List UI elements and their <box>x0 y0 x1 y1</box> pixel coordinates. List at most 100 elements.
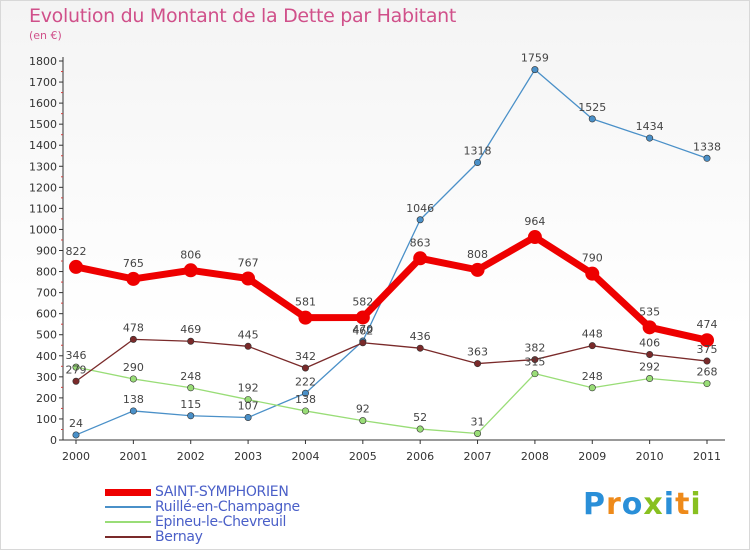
data-point <box>359 339 367 347</box>
brand-letter: t <box>675 487 691 522</box>
data-label: 790 <box>582 252 603 265</box>
legend-swatch <box>105 521 151 523</box>
data-point <box>244 413 252 421</box>
brand-letter: i <box>663 487 676 522</box>
data-label: 535 <box>639 305 660 318</box>
y-tick-label: 1500 <box>29 118 57 131</box>
data-label: 474 <box>697 318 718 331</box>
data-point <box>129 375 137 383</box>
series-3 <box>72 335 711 385</box>
data-point <box>703 357 711 365</box>
data-point <box>588 115 596 123</box>
data-point <box>646 134 654 142</box>
legend-swatch <box>105 506 151 508</box>
data-label: 964 <box>524 215 545 228</box>
legend-label: SAINT-SYMPHORIEN <box>155 484 289 500</box>
data-label: 1318 <box>464 144 492 157</box>
y-tick-labels: 0 100 200 300 400 500 600 700 800 900 1000 1100 1200… <box>29 55 57 447</box>
data-label: 138 <box>295 393 316 406</box>
data-point <box>646 375 654 383</box>
data-label: 822 <box>66 245 87 258</box>
data-label: 436 <box>410 330 431 343</box>
brand-letter: i <box>690 487 702 522</box>
legend-swatch <box>105 536 151 538</box>
data-point <box>585 266 600 281</box>
x-tick-label: 2011 <box>693 450 721 463</box>
y-tick-label: 1400 <box>29 139 57 152</box>
data-label: 248 <box>582 370 603 383</box>
x-tick-label: 2003 <box>234 450 262 463</box>
y-tick-label: 1100 <box>29 202 57 215</box>
data-label: 445 <box>238 328 259 341</box>
chart-axes <box>59 57 725 444</box>
x-tick-label: 2009 <box>578 450 606 463</box>
y-tick-label: 1000 <box>29 223 57 236</box>
data-point <box>298 310 313 325</box>
series-line <box>75 366 708 435</box>
data-label: 315 <box>524 356 545 369</box>
brand-letter: P <box>583 487 606 522</box>
data-point <box>72 363 80 371</box>
data-point <box>413 251 428 266</box>
data-label: 470 <box>352 323 373 336</box>
data-point <box>72 431 80 439</box>
data-label: 292 <box>639 361 660 374</box>
y-tick-label: 1200 <box>29 181 57 194</box>
data-label: 24 <box>69 417 83 430</box>
data-point <box>416 344 424 352</box>
data-point <box>474 158 482 166</box>
data-point <box>129 407 137 415</box>
chart-title: Evolution du Montant de la Dette par Hab… <box>29 5 457 27</box>
x-tick-label: 2006 <box>406 450 434 463</box>
y-tick-label: 1700 <box>29 76 57 89</box>
data-label: 1525 <box>578 101 606 114</box>
data-point <box>72 377 80 385</box>
y-tick-label: 900 <box>36 245 57 258</box>
y-tick-label: 1300 <box>29 160 57 173</box>
data-label: 1046 <box>406 202 434 215</box>
y-tick-label: 300 <box>36 371 57 384</box>
data-label: 222 <box>295 375 316 388</box>
data-label: 31 <box>471 415 485 428</box>
x-tick-label: 2004 <box>291 450 319 463</box>
y-tick-label: 100 <box>36 413 57 426</box>
data-label: 448 <box>582 328 603 341</box>
data-label: 767 <box>238 257 259 270</box>
series-1 <box>72 66 711 439</box>
series-2 <box>72 363 711 437</box>
data-label: 375 <box>697 343 718 356</box>
data-label: 192 <box>238 382 259 395</box>
data-label: 290 <box>123 361 144 374</box>
series-group <box>69 66 714 439</box>
y-tick-label: 400 <box>36 350 57 363</box>
data-point <box>183 263 198 278</box>
data-label: 382 <box>524 342 545 355</box>
data-point <box>531 356 539 364</box>
y-tick-label: 0 <box>50 434 57 447</box>
data-point <box>129 335 137 343</box>
data-point <box>527 230 542 245</box>
data-label: 808 <box>467 248 488 261</box>
data-point <box>301 364 309 372</box>
series-line <box>75 68 708 436</box>
data-point <box>244 396 252 404</box>
data-label: 279 <box>66 363 87 376</box>
x-tick-label: 2010 <box>636 450 664 463</box>
x-tick-label: 2005 <box>349 450 377 463</box>
x-tick-label: 2002 <box>177 450 205 463</box>
brand-letter: o <box>621 487 644 522</box>
data-label: 92 <box>356 403 370 416</box>
series-line <box>75 338 708 382</box>
data-point <box>531 370 539 378</box>
data-label: 115 <box>180 398 201 411</box>
data-label: 469 <box>180 323 201 336</box>
data-point <box>301 407 309 415</box>
data-label: 248 <box>180 370 201 383</box>
data-point <box>470 262 485 277</box>
data-point <box>474 360 482 368</box>
data-label: 107 <box>238 399 259 412</box>
data-point <box>187 384 195 392</box>
data-label: 363 <box>467 346 488 359</box>
data-labels: 822 765 806 767 581 582 863 808 964 790 535 474 24 13… <box>66 52 722 430</box>
